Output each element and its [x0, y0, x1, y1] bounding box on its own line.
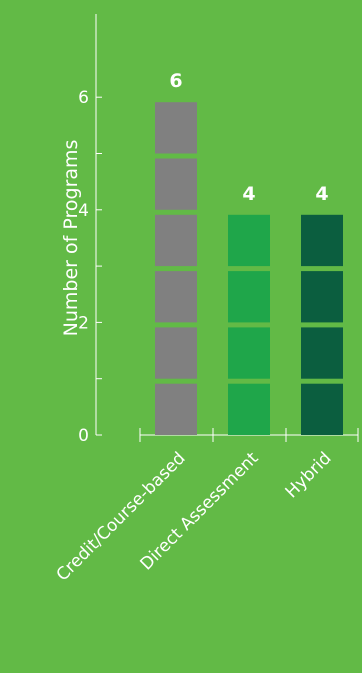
y-axis-label: Number of Programs [60, 140, 82, 337]
bar-block [155, 214, 197, 267]
x-category-label: Hybrid [282, 448, 336, 502]
bar-block [155, 102, 197, 154]
y-tick-label: 4 [78, 201, 89, 221]
x-category-label: Credit/Course-based [53, 448, 190, 585]
bar-direct-assessment [228, 214, 270, 435]
bar-value-label: 6 [169, 70, 182, 92]
bar-value-label: 4 [242, 183, 255, 205]
y-tick-label: 6 [78, 88, 89, 108]
bar-block [301, 383, 343, 435]
bar-block [155, 327, 197, 379]
bar-block [228, 271, 270, 323]
y-tick-label: 0 [78, 426, 89, 446]
bar-block [155, 158, 197, 210]
bar-value-label: 4 [315, 183, 328, 205]
bar-block [228, 383, 270, 435]
bar-block [301, 214, 343, 267]
bar-block [301, 271, 343, 323]
bar-block [301, 327, 343, 379]
bar-credit-course-based [155, 102, 197, 435]
bar-block [155, 383, 197, 435]
bar-block [228, 214, 270, 267]
bars [155, 102, 343, 435]
bar-hybrid [301, 214, 343, 435]
bar-block [155, 271, 197, 323]
bar-block [228, 327, 270, 379]
y-tick-label: 2 [78, 313, 89, 333]
